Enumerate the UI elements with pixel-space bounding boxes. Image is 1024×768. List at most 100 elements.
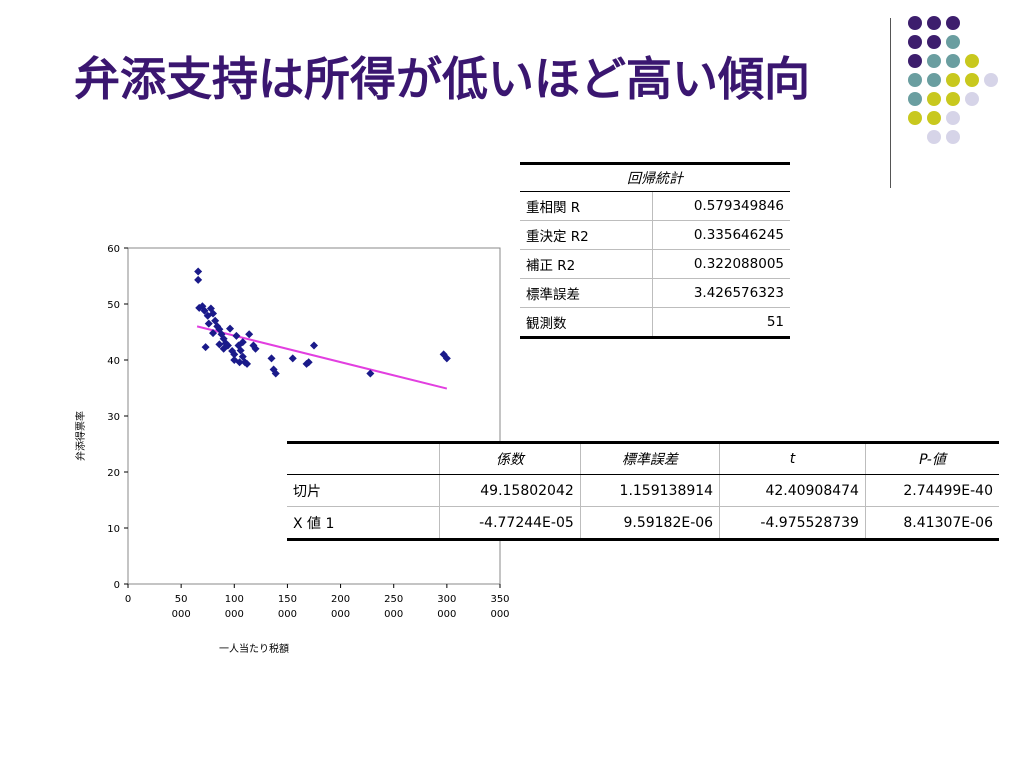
regression-stats-row: 観測数 51 <box>520 307 790 338</box>
stat-value: 3.426576323 <box>652 278 790 308</box>
x-tick-label-sub: 000 <box>490 609 509 620</box>
coef-row: 切片 49.15802042 1.159138914 42.40908474 2.744… <box>287 474 999 507</box>
stat-value: 0.335646245 <box>652 220 790 250</box>
stat-label: 標準誤差 <box>520 278 653 308</box>
y-tick-label: 40 <box>107 356 120 367</box>
x-tick-label: 50 <box>175 594 188 605</box>
x-tick-label: 300 <box>437 594 456 605</box>
data-point <box>215 325 224 334</box>
data-point <box>230 350 239 359</box>
regression-stats-row: 重決定 R2 0.335646245 <box>520 220 790 250</box>
data-point <box>221 339 230 348</box>
data-point <box>243 359 252 368</box>
data-point <box>228 347 237 356</box>
data-point <box>194 275 203 284</box>
data-point <box>215 340 224 349</box>
data-point <box>288 354 297 363</box>
y-axis-label: 弁添得票率 <box>74 411 87 461</box>
decorative-dot <box>927 35 941 49</box>
x-tick-label: 100 <box>225 594 244 605</box>
y-tick-label: 10 <box>107 524 120 535</box>
x-tick-label-sub: 000 <box>437 609 456 620</box>
coef-cell: 1.159138914 <box>579 474 720 507</box>
x-tick-label: 250 <box>384 594 403 605</box>
decorative-dot <box>927 16 941 30</box>
coef-header-cell: 標準誤差 <box>579 442 720 475</box>
data-point <box>209 329 218 338</box>
x-tick-label-sub: 000 <box>384 609 403 620</box>
coef-cell: 42.40908474 <box>719 474 866 507</box>
data-point <box>194 267 203 276</box>
x-tick-label: 200 <box>331 594 350 605</box>
x-tick-label: 350 <box>490 594 509 605</box>
y-tick-label: 30 <box>107 412 120 423</box>
y-tick-label: 60 <box>107 244 120 255</box>
regression-stats-title: 回帰統計 <box>520 163 790 192</box>
decorative-dot <box>908 92 922 106</box>
y-tick-label: 0 <box>114 580 120 591</box>
stat-label: 重相関 R <box>520 191 653 221</box>
data-point <box>226 324 235 333</box>
data-point <box>251 344 260 353</box>
decorative-dot <box>908 16 922 30</box>
data-point <box>304 358 313 367</box>
stat-value: 0.579349846 <box>652 191 790 221</box>
y-tick-label: 20 <box>107 468 120 479</box>
stat-label: 観測数 <box>520 307 653 338</box>
regression-stats-row: 標準誤差 3.426576323 <box>520 278 790 308</box>
data-point <box>238 338 247 347</box>
regression-stats-table: 回帰統計 重相関 R 0.579349846 重決定 R2 0.335646245 補正… <box>520 162 790 339</box>
coef-row-label: X 値 1 <box>293 515 335 532</box>
x-tick-label: 150 <box>278 594 297 605</box>
coef-header-cell: 係数 <box>439 442 581 475</box>
decorative-dot <box>984 73 998 87</box>
data-point <box>366 369 375 378</box>
coef-header-cell: t <box>719 442 866 475</box>
coef-cell: 8.41307E-06 <box>864 506 999 540</box>
data-point <box>195 303 204 312</box>
x-axis-label: 一人当たり税額 <box>219 642 289 655</box>
decorative-dot <box>946 111 960 125</box>
x-tick-label-sub: 000 <box>172 609 191 620</box>
coefficient-table: 係数 標準誤差 t P-値 切片 49.15802042 1.159138914 42.40… <box>287 441 999 541</box>
data-point <box>310 341 318 350</box>
coef-cell: 49.15802042 <box>439 474 581 507</box>
decorative-dot <box>927 111 941 125</box>
decorative-dot <box>908 54 922 68</box>
decorative-dot <box>965 92 979 106</box>
coef-cell: -4.975528739 <box>719 506 866 540</box>
decorative-dot <box>908 35 922 49</box>
decorative-dot <box>946 92 960 106</box>
coef-header-cell <box>287 442 440 475</box>
decorative-dot <box>927 73 941 87</box>
decorative-dot <box>946 54 960 68</box>
decorative-dot <box>908 73 922 87</box>
data-point <box>269 365 278 374</box>
x-tick-label: 0 <box>125 594 131 605</box>
data-point <box>235 358 244 367</box>
decorative-dot <box>946 35 960 49</box>
stat-value: 51 <box>766 314 784 330</box>
slide-title: 弁添支持は所得が低いほど高い傾向 <box>74 52 810 106</box>
x-tick-label-sub: 000 <box>331 609 350 620</box>
data-point <box>201 343 210 352</box>
decorative-dot <box>965 73 979 87</box>
coef-cell: 9.59182E-06 <box>579 506 720 540</box>
decorative-dot-grid <box>908 14 1018 164</box>
decorative-dot <box>908 111 922 125</box>
data-point <box>236 346 245 355</box>
decorative-dot <box>927 130 941 144</box>
data-point <box>230 356 239 364</box>
coef-row: X 値 1 -4.77244E-05 9.59182E-06 -4.975528739… <box>287 506 999 540</box>
decorative-dot <box>927 92 941 106</box>
decorative-dot <box>927 54 941 68</box>
data-point <box>206 304 215 313</box>
decorative-dot <box>946 73 960 87</box>
stat-value: 0.322088005 <box>652 249 790 279</box>
regression-stats-row: 補正 R2 0.322088005 <box>520 249 790 279</box>
decorative-dot <box>946 130 960 144</box>
decorative-dot <box>946 16 960 30</box>
data-point <box>245 330 254 339</box>
data-point <box>232 331 241 340</box>
data-point <box>219 344 228 353</box>
